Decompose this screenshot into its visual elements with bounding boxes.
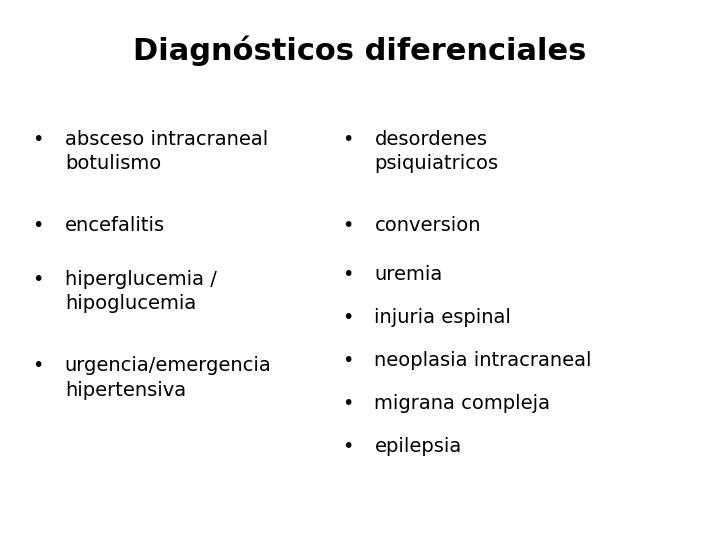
Text: Diagnósticos diferenciales: Diagnósticos diferenciales [133,35,587,65]
Text: •: • [32,356,44,375]
Text: •: • [32,130,44,148]
Text: absceso intracraneal
botulismo: absceso intracraneal botulismo [65,130,268,173]
Text: •: • [342,308,354,327]
Text: uremia: uremia [374,265,443,284]
Text: •: • [342,265,354,284]
Text: desordenes
psiquiatricos: desordenes psiquiatricos [374,130,498,173]
Text: •: • [32,270,44,289]
Text: migrana compleja: migrana compleja [374,394,550,413]
Text: •: • [342,216,354,235]
Text: injuria espinal: injuria espinal [374,308,511,327]
Text: urgencia/emergencia
hipertensiva: urgencia/emergencia hipertensiva [65,356,271,400]
Text: •: • [342,437,354,456]
Text: conversion: conversion [374,216,481,235]
Text: epilepsia: epilepsia [374,437,462,456]
Text: •: • [342,351,354,370]
Text: •: • [342,130,354,148]
Text: encefalitis: encefalitis [65,216,165,235]
Text: neoplasia intracraneal: neoplasia intracraneal [374,351,592,370]
Text: •: • [342,394,354,413]
Text: •: • [32,216,44,235]
Text: hiperglucemia /
hipoglucemia: hiperglucemia / hipoglucemia [65,270,217,313]
